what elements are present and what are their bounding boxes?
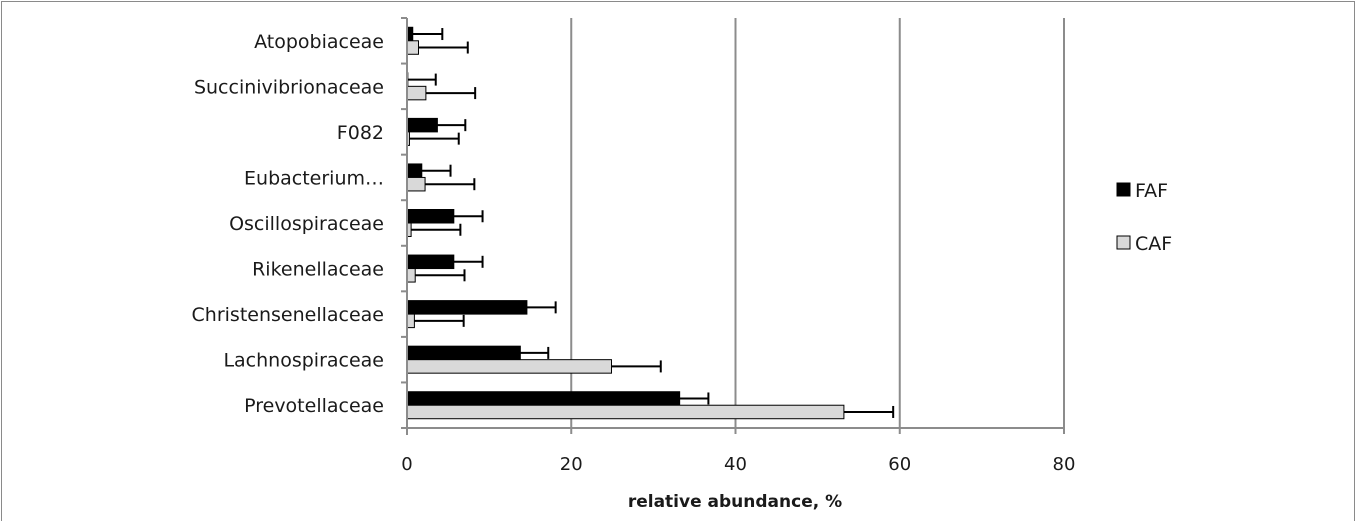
bar-faf xyxy=(406,163,423,178)
error-bars xyxy=(407,28,895,418)
x-tick-labels: 0 20 40 60 80 xyxy=(401,454,1075,475)
category-label: Atopobiaceae xyxy=(254,31,384,53)
category-labels: Atopobiaceae Succinivibrionaceae F082 Eubac… xyxy=(192,31,384,417)
x-tick-label: 60 xyxy=(888,454,911,475)
bar-caf xyxy=(406,359,612,374)
legend-item-caf: CAF xyxy=(1116,233,1172,255)
bar-faf xyxy=(406,209,455,224)
legend-label: CAF xyxy=(1135,233,1172,255)
legend: FAF CAF xyxy=(1116,180,1172,255)
bars xyxy=(406,26,845,420)
bar-caf xyxy=(406,40,419,55)
bar-caf xyxy=(406,313,415,329)
category-label: Prevotellaceae xyxy=(244,395,384,417)
x-tick-label: 80 xyxy=(1053,454,1076,475)
x-axis-title: relative abundance, % xyxy=(628,492,842,512)
bar-caf xyxy=(406,404,845,420)
legend-swatch xyxy=(1116,235,1131,250)
category-label: Eubacterium… xyxy=(244,167,384,189)
bar-faf xyxy=(406,254,455,270)
category-label: Oscillospiraceae xyxy=(229,213,384,235)
bar-faf xyxy=(406,300,528,315)
x-tick-label: 20 xyxy=(560,454,583,475)
category-label: F082 xyxy=(337,122,384,144)
bar-faf xyxy=(406,117,438,133)
x-tick-label: 40 xyxy=(724,454,747,475)
axes xyxy=(401,17,1065,435)
bar-caf xyxy=(406,268,416,283)
bar-caf xyxy=(406,176,426,192)
legend-label: FAF xyxy=(1135,180,1168,202)
bar-caf xyxy=(406,85,427,101)
category-label: Lachnospiraceae xyxy=(223,350,384,372)
x-tick-label: 0 xyxy=(401,454,412,475)
legend-item-faf: FAF xyxy=(1116,180,1168,202)
category-label: Succinivibrionaceae xyxy=(194,76,384,98)
category-label: Rikenellaceae xyxy=(252,259,384,281)
legend-swatch xyxy=(1116,182,1131,197)
bar-faf xyxy=(406,345,521,361)
bar-faf xyxy=(406,391,681,406)
category-label: Christensenellaceae xyxy=(192,304,384,326)
